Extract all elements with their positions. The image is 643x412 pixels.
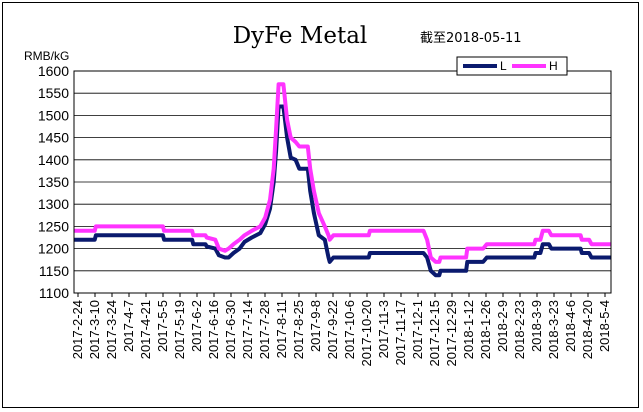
y-tick-label: 1200 [38,241,69,257]
x-tick-label: 2017-3-10 [87,300,102,359]
x-tick-label: 2017-10-6 [342,300,357,359]
y-tick-label: 1500 [38,107,69,123]
x-tick-label: 2017-4-7 [121,300,136,352]
legend-label-H: H [549,59,558,73]
y-tick-label: 1100 [39,285,69,301]
x-tick-label: 2017-3-24 [104,300,119,359]
y-tick-label: 1150 [39,263,69,279]
chart-title: DyFe Metal [233,23,368,49]
y-axis-unit-label: RMB/kG [24,49,69,63]
series-lines [74,82,611,278]
x-tick-label: 2017-8-11 [274,300,289,358]
x-axis-tick-labels: 2017-2-24 2017-3-10 2017-3-24 2017-4-7 2017-… [70,300,612,367]
plot-area-border [73,70,612,294]
x-tick-label: 2017-5-19 [172,300,187,359]
x-tick-label: 2017-11-17 [393,300,408,366]
x-tick-label: 2017-12-15 [427,300,442,367]
x-tick-label: 2018-1-26 [478,300,493,359]
legend: L H [456,56,568,76]
x-tick-label: 2017-7-14 [240,300,255,359]
x-tick-label: 2017-12-29 [444,300,459,367]
series-line-L [74,104,611,278]
x-tick-label: 2017-6-30 [223,300,238,359]
x-tick-label: 2017-6-16 [206,300,221,359]
y-tick-label: 1400 [38,152,69,168]
y-tick-label: 1450 [38,130,69,146]
x-tick-label: 2018-2-23 [512,300,527,359]
x-tick-label: 2017-4-21 [138,300,153,359]
x-tick-label: 2018-2-9 [495,300,510,352]
y-tick-label: 1350 [38,174,69,190]
x-tick-label: 2017-7-28 [257,300,272,359]
y-tick-label: 1300 [38,196,69,212]
x-tick-label: 2018-3-23 [546,300,561,359]
series-line-H [74,82,611,264]
y-tick-label: 1550 [38,85,69,101]
x-tick-label: 2018-4-20 [580,300,595,359]
x-tick-label: 2017-11-3 [376,300,391,358]
y-tick-label: 1600 [38,63,69,79]
x-tick-label: 2018-1-12 [461,300,476,359]
chart-subtitle: 截至2018-05-11 [420,31,522,46]
legend-label-L: L [500,59,507,73]
x-tick-label: 2018-4-6 [563,300,578,352]
x-tick-label: 2017-9-22 [325,300,340,359]
x-tick-label: 2017-6-2 [189,300,204,352]
x-tick-label: 2017-8-25 [291,300,306,359]
x-tick-label: 2017-12-1 [410,300,425,359]
x-tick-label: 2017-2-24 [70,300,85,359]
x-tick-label: 2017-9-8 [308,300,323,352]
grid-lines [74,70,611,297]
y-tick-label: 1250 [38,218,69,234]
x-tick-label: 2018-3-9 [529,300,544,352]
x-tick-label: 2017-10-20 [359,300,374,367]
x-tick-label: 2018-5-4 [597,300,612,352]
x-tick-label: 2017-5-5 [155,300,170,352]
y-axis-tick-labels: 1100 1150 1200 1250 1300 1350 1400 1450 1500 1550… [38,63,69,301]
